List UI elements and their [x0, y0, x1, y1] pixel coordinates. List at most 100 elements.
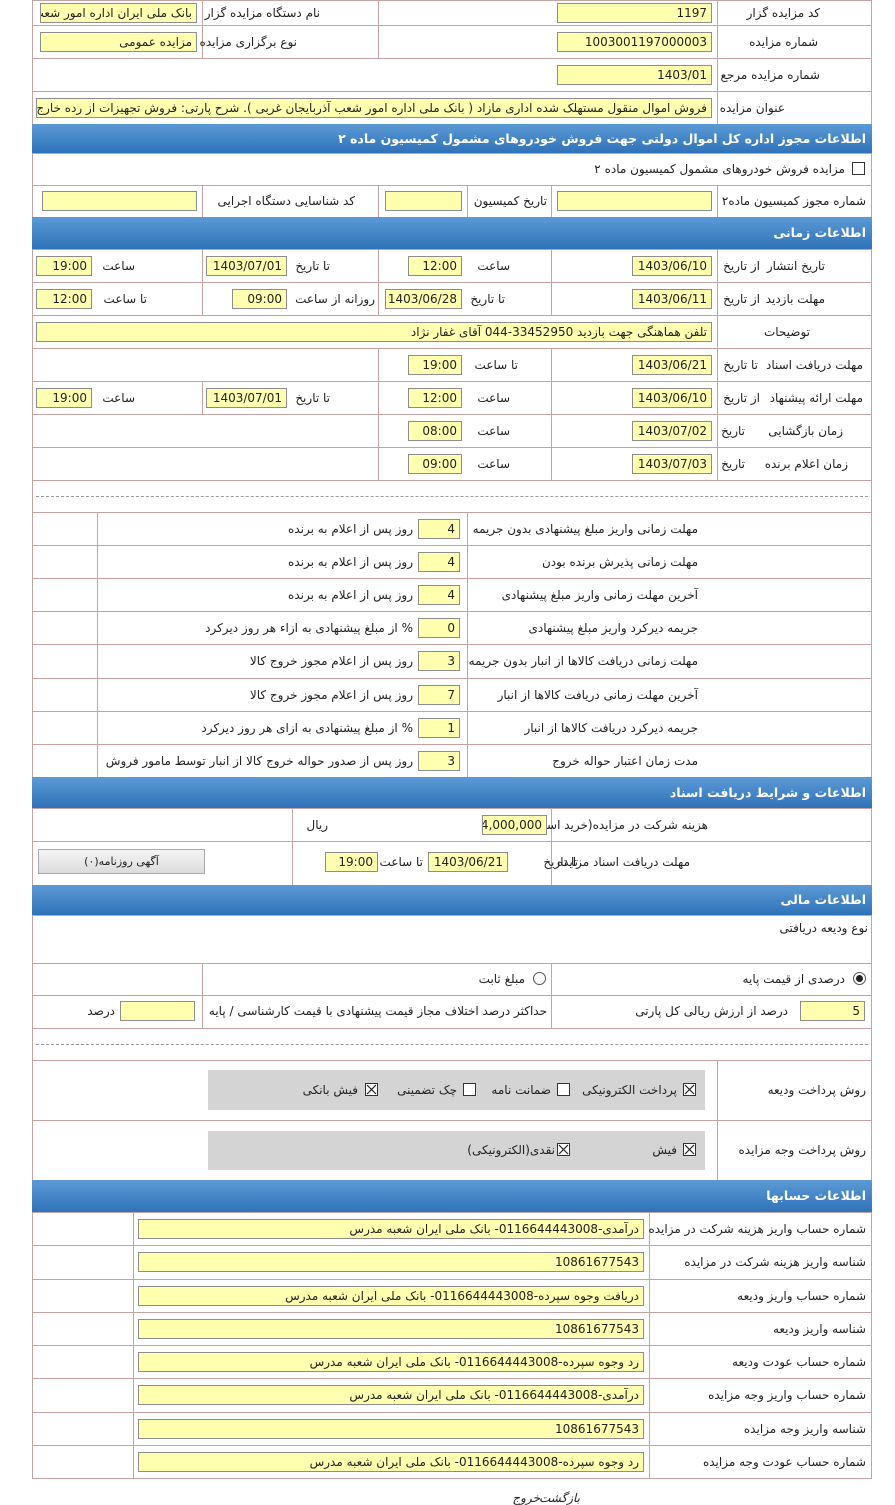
cell-divider [133, 1445, 134, 1478]
input-field[interactable]: تلفن هماهنگی جهت بازدید 33452950-044 آقا… [36, 322, 712, 342]
input-field[interactable]: 1403/01 [557, 65, 712, 85]
field-label: از تاریخ [723, 292, 760, 306]
checkbox[interactable] [852, 162, 865, 175]
cell-divider [551, 185, 552, 217]
footer-link[interactable]: بازگشت [539, 1491, 580, 1505]
field-label: تا ساعت [474, 358, 518, 372]
field-label: از تاریخ [723, 259, 760, 273]
field-label: ساعت [102, 391, 135, 405]
input-field[interactable]: 0 [418, 618, 460, 638]
checkbox[interactable] [683, 1083, 696, 1096]
cell-divider [717, 185, 718, 217]
cell-divider [97, 744, 98, 777]
input-field[interactable]: 1197 [557, 3, 712, 23]
cell-divider [551, 414, 552, 447]
input-field[interactable] [557, 191, 712, 211]
input-field[interactable]: 1403/07/01 [206, 256, 287, 276]
input-field[interactable]: 12:00 [408, 256, 462, 276]
input-field[interactable]: 5 [800, 1001, 865, 1021]
input-field[interactable]: 19:00 [325, 852, 378, 872]
cell-divider [378, 0, 379, 25]
input-field[interactable]: 08:00 [408, 421, 462, 441]
checkbox[interactable] [557, 1083, 570, 1096]
input-field[interactable] [42, 191, 197, 211]
input-field[interactable]: 7 [418, 685, 460, 705]
cell-divider [717, 25, 718, 58]
section-header: اطلاعات مالی [32, 885, 872, 915]
input-field[interactable]: 19:00 [36, 256, 92, 276]
input-field[interactable]: 1403/07/01 [206, 388, 287, 408]
field-label: شماره حساب واریز وجه مزایده [708, 1388, 866, 1402]
input-field[interactable]: 1403/06/11 [632, 289, 712, 309]
footer-link[interactable]: خروج [512, 1491, 540, 1505]
field-label: تاریخ کمیسیون [473, 194, 547, 208]
input-field[interactable]: 09:00 [232, 289, 287, 309]
input-field[interactable]: درآمدی-0116644443008- بانک ملی ایران شعب… [138, 1219, 644, 1239]
input-field[interactable]: درآمدی-0116644443008- بانک ملی ایران شعب… [138, 1385, 644, 1405]
input-field[interactable]: 12:00 [36, 289, 92, 309]
input-field[interactable]: 4 [418, 519, 460, 539]
input-field[interactable]: 19:00 [36, 388, 92, 408]
input-field[interactable]: بانک ملی ایران اداره امور شعب [40, 3, 197, 23]
input-field[interactable] [385, 191, 462, 211]
radio-button[interactable] [533, 972, 546, 985]
field-label: هزینه شرکت در مزایده(خرید اسناد) [529, 818, 708, 832]
input-field[interactable]: فروش اموال منقول مستهلک شده اداری مازاد … [36, 98, 712, 118]
field-label: شناسه واریز ودیعه [772, 1322, 866, 1336]
checkbox[interactable] [463, 1083, 476, 1096]
cell-divider [717, 447, 718, 480]
input-field[interactable]: 1 [418, 718, 460, 738]
input-field[interactable]: دریافت وجوه سپرده-0116644443008- بانک مل… [138, 1286, 644, 1306]
cell-divider [97, 644, 98, 678]
input-field[interactable]: 09:00 [408, 454, 462, 474]
cell-divider [551, 381, 552, 414]
field-label: شماره مجوز کمیسیون ماده۲ [721, 194, 866, 208]
input-field[interactable]: 1403/07/03 [632, 454, 712, 474]
input-field[interactable]: 1403/07/02 [632, 421, 712, 441]
input-field[interactable]: 3 [418, 751, 460, 771]
checkbox[interactable] [683, 1143, 696, 1156]
input-field[interactable]: 12:00 [408, 388, 462, 408]
field-label: روز پس از اعلام مجوز خروج کالا [249, 654, 413, 668]
cell-divider [649, 1345, 650, 1378]
cell-divider [378, 447, 379, 480]
field-label: روز پس از اعلام مجوز خروج کالا [249, 688, 413, 702]
checkbox[interactable] [557, 1143, 570, 1156]
input-field[interactable]: 10861677543 [138, 1252, 644, 1272]
input-field[interactable]: رد وجوه سپرده-0116644443008- بانک ملی ای… [138, 1452, 644, 1472]
input-field[interactable]: 1403/06/28 [385, 289, 462, 309]
cell-divider [717, 315, 718, 348]
input-field[interactable]: رد وجوه سپرده-0116644443008- بانک ملی ای… [138, 1352, 644, 1372]
input-field[interactable]: 4 [418, 552, 460, 572]
field-label: مهلت دریافت اسناد مزایده [556, 855, 690, 869]
row-box [32, 808, 872, 842]
input-field[interactable]: 1403/06/10 [632, 256, 712, 276]
field-label: مزایده فروش خودروهای مشمول کمیسیون ماده … [594, 162, 845, 176]
field-label: جریمه دیرکرد واریز مبلغ پیشنهادی [528, 621, 699, 635]
input-field[interactable]: 1403/06/21 [632, 355, 712, 375]
field-label: مهلت دریافت اسناد [765, 358, 863, 372]
input-field[interactable]: 10861677543 [138, 1419, 644, 1439]
field-label: آخرین مهلت زمانی دریافت کالاها از انبار [497, 688, 698, 702]
input-field[interactable] [120, 1001, 195, 1021]
newspaper-button[interactable]: آگهی روزنامه(۰) [38, 849, 205, 874]
cell-divider [133, 1212, 134, 1245]
field-label: شماره حساب واریز هزینه شرکت در مزایده [648, 1222, 866, 1236]
cell-divider [551, 841, 552, 885]
cell-divider [378, 348, 379, 381]
field-label: عنوان مزایده [719, 101, 785, 115]
input-field[interactable]: 19:00 [408, 355, 462, 375]
input-field[interactable]: 1003001197000003 [557, 32, 712, 52]
input-field[interactable]: 1403/06/10 [632, 388, 712, 408]
input-field[interactable]: مزایده عمومی [40, 32, 197, 52]
input-field[interactable]: 3 [418, 651, 460, 671]
cell-divider [378, 414, 379, 447]
input-field[interactable]: 1403/06/21 [428, 852, 508, 872]
input-field[interactable]: 10861677543 [138, 1319, 644, 1339]
input-field[interactable]: 4 [418, 585, 460, 605]
radio-button[interactable] [853, 972, 866, 985]
input-field[interactable]: 4,000,000 [482, 815, 547, 835]
cell-divider [467, 678, 468, 711]
checkbox[interactable] [365, 1083, 378, 1096]
